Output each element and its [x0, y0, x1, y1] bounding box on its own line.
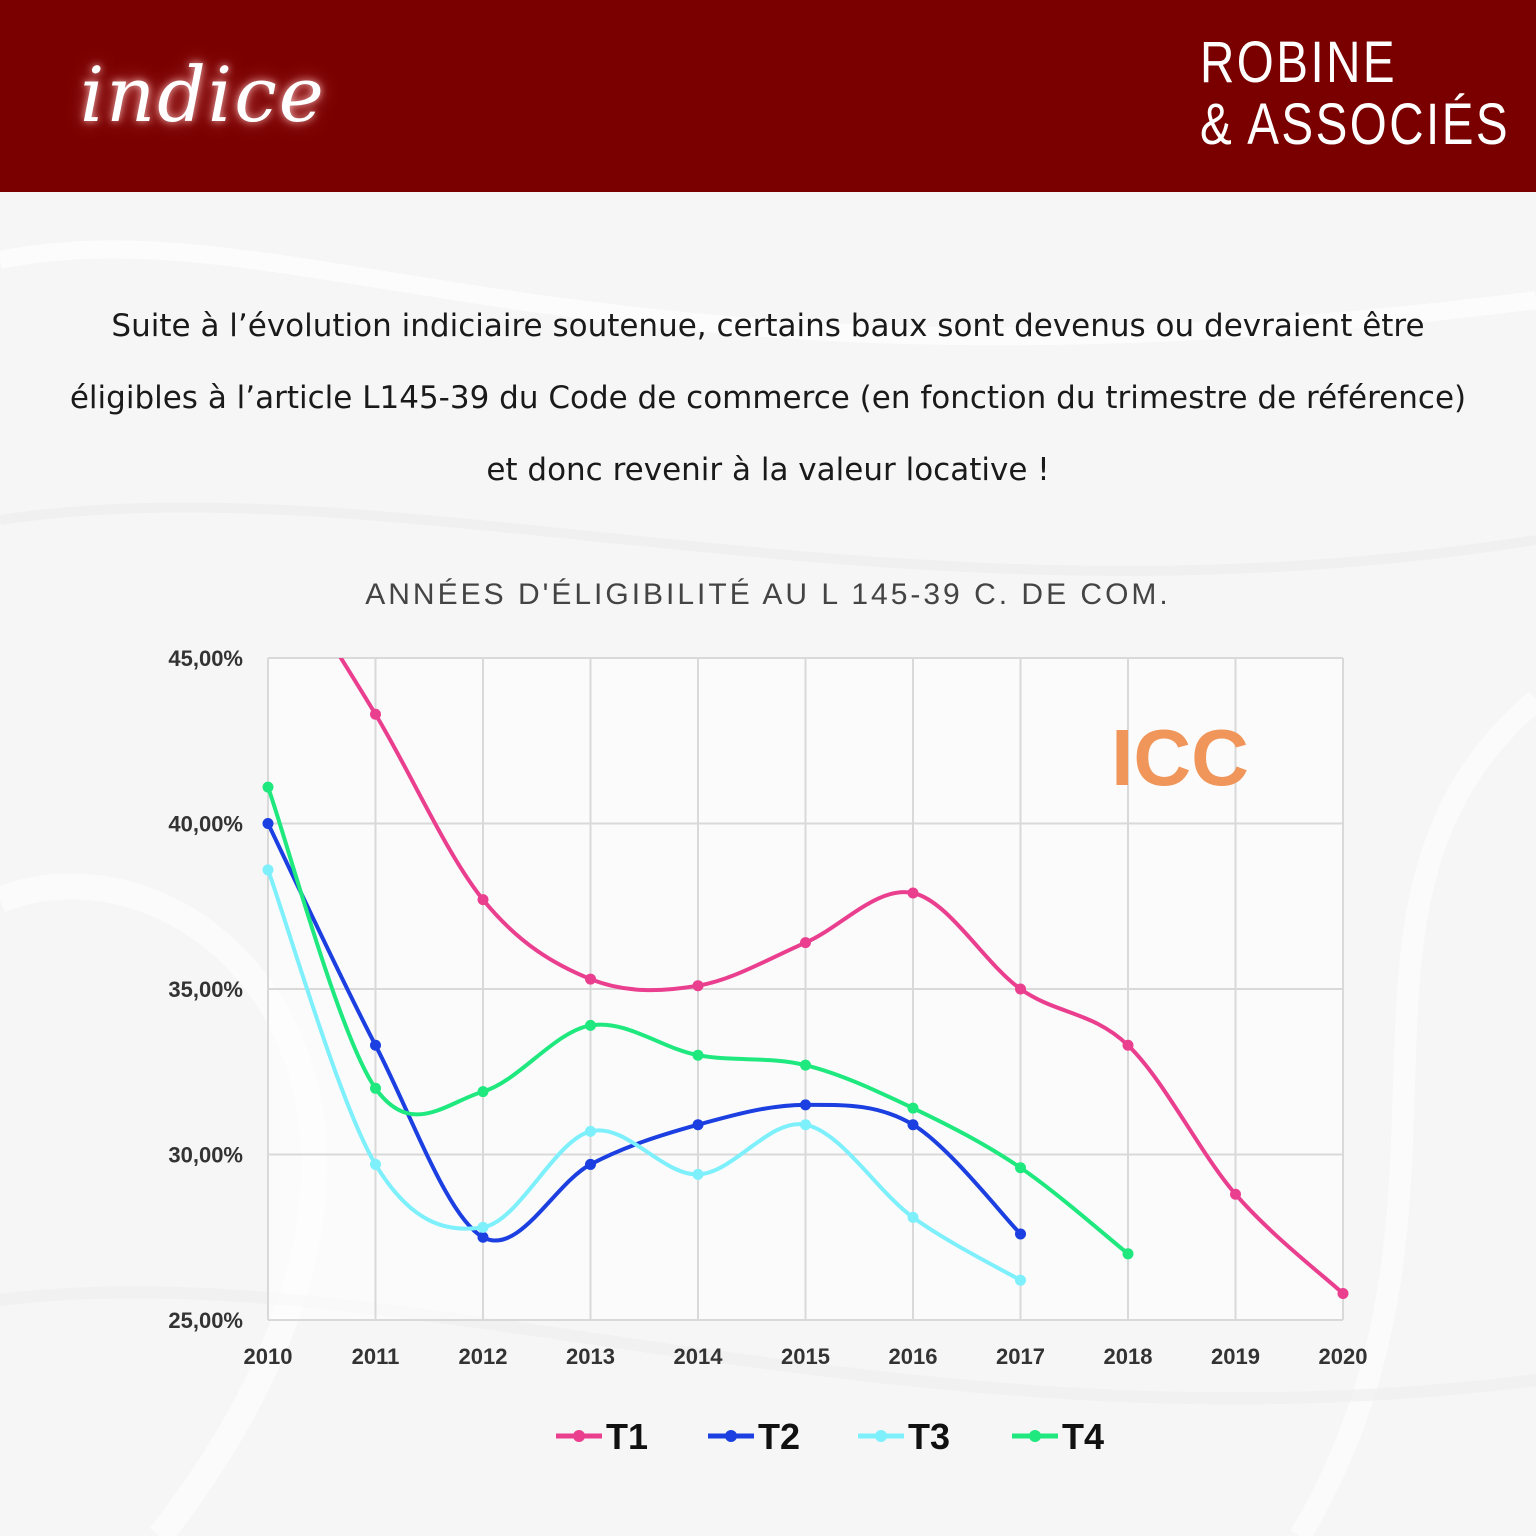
series-lines — [262, 537, 1349, 1300]
data-point-t4 — [1122, 1248, 1134, 1260]
data-point-t4 — [1015, 1162, 1026, 1174]
legend-marker — [875, 1430, 887, 1442]
data-point-t3 — [370, 1158, 381, 1170]
data-point-t3 — [907, 1211, 919, 1223]
data-point-t2 — [370, 1039, 381, 1051]
data-point-t1 — [1015, 983, 1026, 995]
legend-label: T2 — [758, 1416, 800, 1457]
x-tick-label: 2019 — [1211, 1344, 1260, 1369]
y-tick-label: 35,00% — [168, 977, 243, 1002]
data-point-t1 — [1337, 1288, 1349, 1300]
legend-marker — [1029, 1430, 1041, 1442]
data-point-t1 — [800, 937, 811, 949]
legend-marker — [725, 1430, 737, 1442]
legend-item-t2: T2 — [708, 1416, 800, 1457]
data-point-t1 — [692, 980, 704, 992]
x-tick-label: 2015 — [781, 1344, 830, 1369]
y-tick-label: 40,00% — [168, 812, 243, 837]
x-tick-label: 2013 — [566, 1344, 615, 1369]
series-t4 — [262, 781, 1134, 1260]
legend-label: T3 — [908, 1416, 950, 1457]
data-point-t2 — [692, 1119, 704, 1131]
x-tick-label: 2018 — [1104, 1344, 1153, 1369]
series-t2 — [262, 818, 1026, 1243]
data-point-t3 — [262, 864, 274, 876]
data-point-t1 — [477, 894, 489, 906]
legend-item-t4: T4 — [1012, 1416, 1104, 1457]
data-point-t4 — [800, 1059, 811, 1071]
data-point-t2 — [585, 1158, 596, 1170]
data-point-t1 — [907, 887, 919, 899]
x-tick-label: 2016 — [889, 1344, 938, 1369]
x-tick-label: 2012 — [459, 1344, 508, 1369]
data-point-t2 — [907, 1119, 919, 1131]
x-tick-label: 2017 — [996, 1344, 1045, 1369]
legend-marker — [573, 1430, 585, 1442]
data-point-t3 — [477, 1221, 489, 1233]
data-point-t2 — [477, 1231, 489, 1243]
indice-script-title: indice — [80, 50, 326, 139]
data-point-t4 — [477, 1086, 489, 1098]
data-point-t2 — [800, 1099, 811, 1111]
data-point-t4 — [370, 1082, 381, 1094]
x-tick-label: 2011 — [352, 1344, 400, 1369]
series-line-t3 — [266, 869, 1022, 1283]
y-tick-label: 45,00% — [168, 646, 243, 671]
icc-annotation: ICC — [1111, 713, 1249, 802]
x-tick-label: 2010 — [244, 1344, 293, 1369]
data-point-t1 — [263, 537, 274, 548]
data-point-t4 — [585, 1019, 596, 1031]
data-point-t4 — [907, 1102, 919, 1114]
logo-line-1: ROBINE — [1200, 30, 1398, 95]
data-point-t1 — [1230, 1188, 1241, 1200]
data-point-t2 — [262, 818, 274, 829]
y-tick-label: 30,00% — [168, 1143, 243, 1168]
data-point-t1 — [1122, 1039, 1134, 1051]
legend-item-t3: T3 — [858, 1416, 950, 1457]
x-tick-label: 2014 — [674, 1344, 724, 1369]
y-tick-label: 25,00% — [168, 1308, 243, 1333]
y-axis-ticks: 45,00% 40,00% 35,00% 30,00% 25,00% — [168, 646, 243, 1333]
gridlines — [267, 657, 1344, 1321]
data-point-t4 — [262, 781, 274, 793]
data-point-t1 — [370, 708, 381, 720]
legend-item-t1: T1 — [556, 1416, 648, 1457]
header-banner: indice ROBINE & ASSOCIÉS — [0, 0, 1536, 192]
x-tick-label: 2020 — [1319, 1344, 1368, 1369]
data-point-t2 — [1015, 1228, 1026, 1240]
series-t1 — [263, 537, 1349, 1300]
data-point-t3 — [585, 1125, 596, 1137]
chart-title: ANNÉES D'ÉLIGIBILITÉ AU L 145-39 C. DE C… — [365, 578, 1171, 611]
series-t3 — [262, 864, 1026, 1286]
data-point-t4 — [692, 1049, 704, 1061]
intro-paragraph: Suite à l’évolution indiciaire soutenue,… — [69, 308, 1467, 488]
data-point-t3 — [800, 1119, 811, 1131]
legend-label: T1 — [606, 1416, 648, 1457]
x-axis-ticks: 2010 2011 2012 2013 2014 2015 2016 2017 2018 2019… — [244, 1344, 1368, 1369]
legend-label: T4 — [1062, 1416, 1104, 1457]
data-point-t3 — [692, 1168, 704, 1180]
chart-legend: T1 T2 T3 T4 — [556, 1416, 1104, 1457]
data-point-t1 — [585, 973, 596, 985]
data-point-t3 — [1015, 1274, 1026, 1286]
